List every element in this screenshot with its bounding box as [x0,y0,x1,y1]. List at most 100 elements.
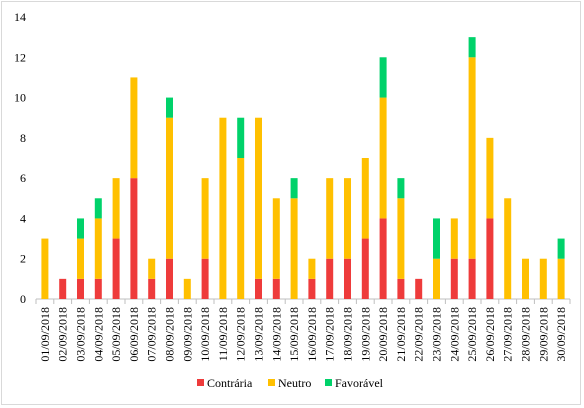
bar-segment [326,178,334,259]
bar-segment [166,97,173,118]
x-tick-label: 01/09/2018 [38,307,52,362]
x-tick-label: 20/09/2018 [376,307,390,362]
bar-segment [308,278,316,299]
bar-segment [379,218,387,299]
bar-segment [272,278,280,299]
x-tick-label: 25/09/2018 [465,307,479,362]
y-tick-label: 8 [20,131,26,145]
bar-segment [201,258,209,299]
x-tick-label: 28/09/2018 [519,307,533,362]
bar-segment [326,258,334,299]
legend: Contrária Neutro Favorável [197,376,384,390]
bar-segment [183,278,191,299]
bar-segment [219,117,227,299]
x-tick-label: 17/09/2018 [323,307,337,362]
bar-segment [344,178,351,259]
bar-segment [379,57,387,98]
bar-segment [59,278,67,299]
x-tick-label: 24/09/2018 [447,307,461,362]
y-tick-label: 2 [20,252,26,266]
bar-segment [397,278,405,299]
bar-segment [361,238,369,299]
bar-segment [504,198,512,299]
legend-swatch [325,379,332,386]
bars [41,37,565,299]
bar-segment [522,258,529,299]
bar-segment [41,238,49,299]
bar-segment [112,238,120,299]
x-tick-label: 21/09/2018 [394,307,408,362]
bar-segment [166,258,173,299]
bar-segment [468,37,476,58]
bar-segment [77,278,84,299]
x-tick-label: 10/09/2018 [198,307,212,362]
x-tick-label: 27/09/2018 [501,307,515,362]
bar-segment [557,258,565,299]
x-tick-label: 22/09/2018 [412,307,426,362]
bar-segment [77,218,84,239]
bar-segment [130,77,138,179]
bar-segment [486,137,494,219]
bar-segment [237,158,245,299]
legend-swatch [197,379,204,386]
bar-segment [450,218,458,259]
bar-segment [308,258,316,279]
bar-segment [557,238,565,259]
x-axis: 01/09/2018 02/09/2018 03/09/2018 04/09/2018… [35,298,571,362]
x-tick-label: 13/09/2018 [252,307,266,362]
x-tick-label: 09/09/2018 [180,307,194,362]
y-tick-label: 12 [14,50,26,64]
bar-segment [290,178,298,199]
bar-segment [397,198,405,279]
x-tick-label: 30/09/2018 [554,307,568,362]
bar-segment [148,258,156,279]
legend-swatch [268,379,275,386]
y-tick-label: 4 [20,211,26,225]
bar-segment [290,198,298,299]
bar-segment [255,278,262,299]
x-tick-label: 11/09/2018 [216,307,230,361]
x-tick-label: 18/09/2018 [341,307,355,362]
bar-segment [415,278,423,299]
x-tick-label: 19/09/2018 [358,307,372,362]
bar-segment [112,178,120,239]
bar-segment [94,198,102,219]
x-tick-label: 29/09/2018 [536,307,550,362]
legend-label: Contrária [207,376,253,390]
bar-segment [486,218,494,299]
bar-segment [361,158,369,239]
x-tick-label: 05/09/2018 [109,307,123,362]
bar-segment [397,178,405,199]
x-tick-label: 15/09/2018 [287,307,301,362]
bar-segment [94,218,102,279]
y-axis: 0 2 4 6 8 10 12 14 [14,10,26,306]
y-tick-label: 10 [14,91,26,105]
x-tick-label: 07/09/2018 [145,307,159,362]
legend-label: Neutro [278,376,311,390]
x-tick-label: 16/09/2018 [305,307,319,362]
bar-segment [468,258,476,299]
bar-segment [255,117,262,279]
bar-segment [201,178,209,259]
bar-segment [77,238,84,279]
bar-segment [94,278,102,299]
x-tick-label: 12/09/2018 [234,307,248,362]
x-tick-label: 26/09/2018 [483,307,497,362]
bar-segment [130,178,138,299]
x-tick-label: 02/09/2018 [56,307,70,362]
bar-segment [379,97,387,219]
bar-segment [433,218,440,259]
bar-segment [433,258,440,299]
bar-segment [166,117,173,259]
bar-segment [344,258,351,299]
y-tick-label: 14 [14,10,26,24]
bar-segment [237,117,245,158]
y-tick-label: 0 [20,292,26,306]
bar-segment [148,278,156,299]
bar-segment [450,258,458,299]
y-tick-label: 6 [20,171,26,185]
legend-label: Favorável [335,376,384,390]
x-tick-label: 06/09/2018 [127,307,141,362]
x-tick-label: 04/09/2018 [91,307,105,362]
